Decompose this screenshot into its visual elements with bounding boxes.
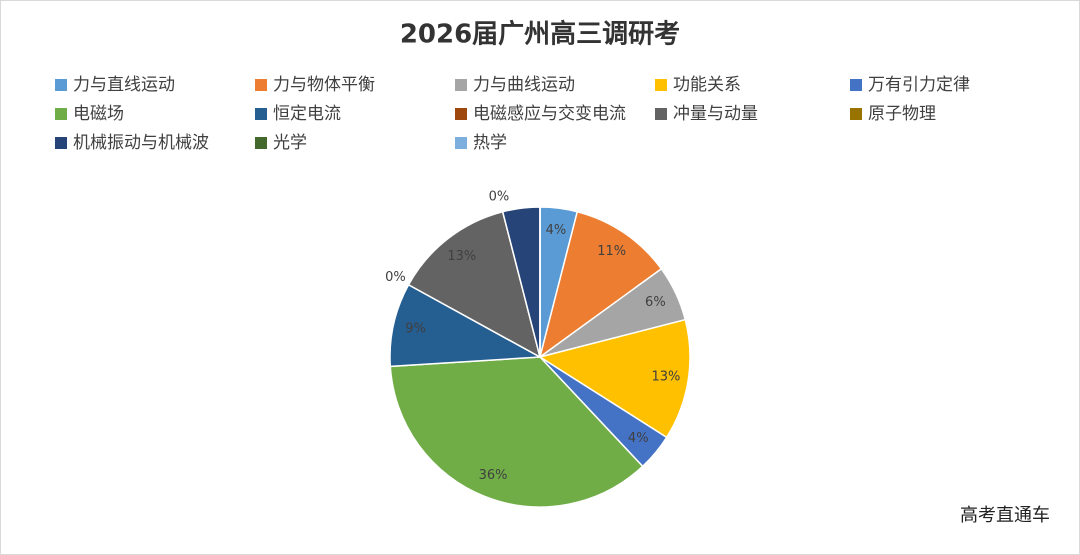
legend-label: 机械振动与机械波: [73, 133, 209, 153]
legend-swatch: [455, 137, 467, 149]
legend-label: 力与物体平衡: [273, 75, 375, 95]
pie-slice: [538, 318, 691, 439]
legend-swatch: [455, 79, 467, 91]
data-label: 4%: [628, 431, 649, 446]
legend-swatch: [55, 108, 67, 120]
legend-label: 电磁场: [73, 104, 124, 124]
legend-label: 功能关系: [673, 75, 741, 95]
data-label: 4%: [546, 223, 567, 238]
legend-label: 万有引力定律: [868, 75, 970, 95]
legend-swatch: [255, 137, 267, 149]
legend-swatch: [255, 108, 267, 120]
legend-swatch: [850, 79, 862, 91]
pie-slice: [389, 356, 644, 508]
data-label: 0%: [489, 190, 510, 205]
pie-slice: [538, 210, 663, 359]
pie-slice: [407, 210, 542, 359]
legend-label: 冲量与动量: [673, 104, 758, 124]
legend-swatch: [55, 137, 67, 149]
legend-label: 光学: [273, 133, 307, 153]
legend-swatch: [655, 79, 667, 91]
data-label: 13%: [651, 369, 680, 384]
legend-swatch: [850, 108, 862, 120]
data-label: 36%: [479, 468, 508, 483]
legend-label: 热学: [473, 133, 507, 153]
legend-label: 电磁感应与交变电流: [473, 104, 626, 124]
source-note: 高考直通车: [960, 505, 1050, 526]
legend-swatch: [655, 108, 667, 120]
data-label: 11%: [597, 244, 626, 259]
legend-swatch: [55, 79, 67, 91]
pie-slice: [389, 283, 543, 368]
data-label: 6%: [645, 295, 666, 310]
data-label: 0%: [385, 270, 406, 285]
legend-label: 力与曲线运动: [473, 75, 575, 95]
legend-label: 力与直线运动: [73, 75, 175, 95]
chart-title: 2026届广州高三调研考: [400, 19, 680, 50]
data-label: 13%: [447, 249, 476, 264]
data-label: 9%: [405, 322, 426, 337]
legend-label: 原子物理: [868, 104, 936, 124]
legend-label: 恒定电流: [273, 104, 341, 124]
legend-swatch: [255, 79, 267, 91]
legend-swatch: [455, 108, 467, 120]
